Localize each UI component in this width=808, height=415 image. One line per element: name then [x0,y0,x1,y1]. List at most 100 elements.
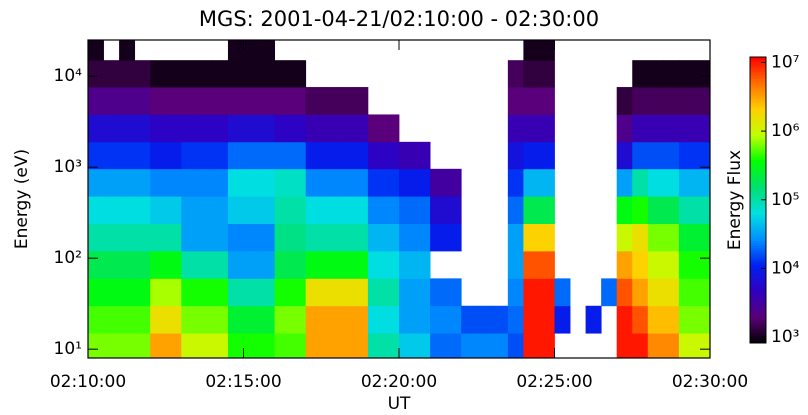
cell [678,87,695,115]
colorbar-swatch [750,269,766,272]
colorbar-swatch [750,159,766,163]
colorbar-swatch [750,99,766,103]
cell [678,250,695,279]
cell [227,168,244,197]
cell [274,250,291,279]
cell [274,223,291,252]
colorbar-swatch [750,211,766,215]
cell [196,305,213,334]
cell [647,87,664,115]
colorbar-swatch [750,102,766,106]
cell [616,278,633,307]
cell [227,196,244,224]
cell [367,168,384,197]
cell [196,196,213,224]
cell [165,250,182,279]
cell [663,114,680,143]
colorbar-swatch [750,171,766,175]
colorbar-swatch [750,161,766,165]
colorbar-swatch [750,190,766,194]
colorbar-swatch [750,252,766,256]
cell [259,114,275,143]
colorbar-swatch [750,316,766,320]
cell [88,141,104,170]
colorbar-swatch [750,85,766,89]
cell [119,87,136,115]
cell [399,168,415,197]
cell [181,114,198,143]
cell [150,168,167,197]
cell [259,60,275,88]
cell [694,250,711,279]
cell [103,114,120,143]
cell [367,250,384,279]
cell [523,40,540,61]
cell [647,141,664,170]
cell [103,141,120,170]
chart-title: MGS: 2001-04-21/02:10:00 - 02:30:00 [199,7,599,31]
cell [647,168,664,197]
colorbar-swatch [750,302,766,306]
cell [367,141,384,170]
cell [647,278,664,307]
cell [414,278,431,307]
cell [694,168,711,197]
colorbar-swatch [750,304,766,308]
cell [243,40,260,61]
cell [336,114,353,143]
cell [212,250,229,279]
colorbar-swatch [750,183,766,187]
colorbar-swatch [750,118,766,122]
cell [616,223,633,252]
cell [103,87,120,115]
cell [196,141,213,170]
cell [305,250,322,279]
cell [227,278,244,307]
colorbar-swatch [750,245,766,249]
cell [523,333,540,359]
cell [554,278,571,307]
cell [632,305,649,334]
cell [227,60,244,88]
x-tick-label: 02:20:00 [361,372,437,392]
cell [290,250,307,279]
cell [134,87,151,115]
cell [336,141,353,170]
colorbar-swatch [750,166,766,170]
colorbar-swatch [750,202,766,206]
cell [181,87,198,115]
cell [88,305,104,334]
cell [305,223,322,252]
colorbar-swatch [750,221,766,225]
cell [196,278,213,307]
colorbar-swatch [750,145,766,149]
colorbar-swatch [750,61,766,65]
colorbar-swatch [750,233,766,237]
colorbar-swatch [750,223,766,227]
cell [538,250,555,279]
cell [523,60,540,88]
cell [336,305,353,334]
cell [134,196,151,224]
cell [196,223,213,252]
cell [538,87,555,115]
cell [367,196,384,224]
cell [243,305,260,334]
cell [336,278,353,307]
colorbar-swatch [750,240,766,244]
cell [274,196,291,224]
cell [321,196,338,224]
cell [663,250,680,279]
colorbar-swatch [750,288,766,292]
cell [134,250,151,279]
colorbar-swatch [750,276,766,280]
cell [678,305,695,334]
cell [181,196,198,224]
cell [150,196,167,224]
colorbar-swatch [750,333,766,337]
cell [523,196,540,224]
cell [259,305,275,334]
cell [678,196,695,224]
cell [694,87,711,115]
